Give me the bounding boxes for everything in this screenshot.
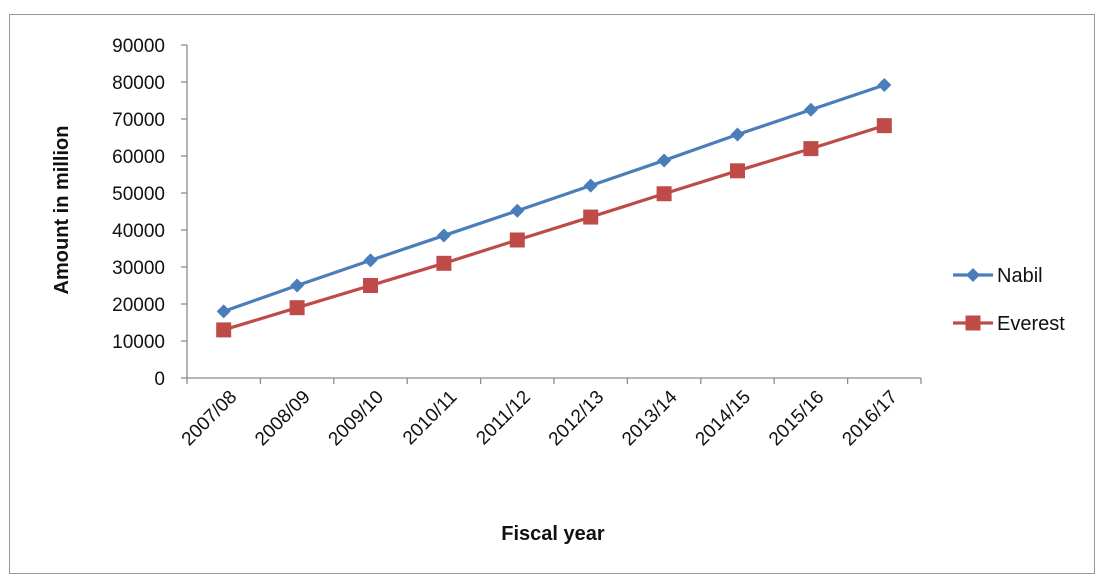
data-point xyxy=(583,209,599,225)
data-point xyxy=(803,141,819,157)
data-point xyxy=(656,186,672,202)
y-axis-title: Amount in million xyxy=(51,126,73,295)
legend: Nabil Everest xyxy=(953,265,1065,335)
legend-label: Nabil xyxy=(997,265,1043,287)
data-point xyxy=(876,118,892,134)
legend-marker xyxy=(966,268,980,282)
y-tick-label: 90000 xyxy=(112,36,165,57)
x-tick-label: 2016/17 xyxy=(838,387,901,450)
data-point xyxy=(436,255,452,271)
series-layer xyxy=(216,77,892,338)
data-point xyxy=(363,278,378,293)
data-point xyxy=(730,127,745,142)
series-line xyxy=(223,124,885,332)
y-tick-label: 40000 xyxy=(112,221,165,242)
legend-marker xyxy=(965,315,981,331)
legend-label: Everest xyxy=(997,313,1065,335)
axes xyxy=(186,45,921,379)
data-point xyxy=(657,153,672,168)
x-tick-label: 2011/12 xyxy=(472,387,534,449)
y-tick-label: 20000 xyxy=(112,295,165,316)
data-point xyxy=(436,228,451,243)
x-tick-label: 2013/14 xyxy=(618,386,682,450)
data-point xyxy=(877,77,892,92)
y-tick-label: 50000 xyxy=(112,184,165,205)
data-point xyxy=(290,278,305,293)
series-line xyxy=(223,83,885,313)
y-tick-label: 10000 xyxy=(112,332,165,353)
x-tick-label: 2009/10 xyxy=(325,387,388,450)
legend-item-nabil: Nabil xyxy=(953,265,1043,287)
y-tick-label: 70000 xyxy=(112,110,165,131)
x-tick-label: 2014/15 xyxy=(692,387,755,450)
data-point xyxy=(803,102,818,117)
x-tick-label: 2007/08 xyxy=(178,387,241,450)
data-point xyxy=(216,304,231,319)
x-axis-title: Fiscal year xyxy=(501,523,605,545)
chart-frame xyxy=(9,14,1095,574)
data-point xyxy=(730,163,745,179)
y-tick-label: 80000 xyxy=(112,73,165,94)
y-tick-labels: 0 10000 20000 30000 40000 50000 60000 70000 8000… xyxy=(112,36,187,390)
legend-item-everest: Everest xyxy=(953,313,1065,335)
x-tick-label: 2010/11 xyxy=(399,387,461,449)
data-point xyxy=(289,300,305,316)
y-tick-label: 30000 xyxy=(112,258,165,279)
data-point xyxy=(363,253,378,268)
data-point xyxy=(509,232,525,248)
x-tick-labels: 2007/08 2008/09 2009/10 2010/11 2011/12 2012/… xyxy=(178,378,922,450)
y-tick-label: 0 xyxy=(154,369,165,390)
data-point xyxy=(216,322,232,338)
x-tick-label: 2012/13 xyxy=(545,387,608,450)
series-everest xyxy=(216,118,892,338)
series-nabil xyxy=(216,77,892,319)
data-point xyxy=(583,178,598,193)
x-tick-label: 2015/16 xyxy=(765,387,828,450)
data-point xyxy=(510,203,525,218)
x-tick-label: 2008/09 xyxy=(251,387,314,450)
y-tick-label: 60000 xyxy=(112,147,165,168)
